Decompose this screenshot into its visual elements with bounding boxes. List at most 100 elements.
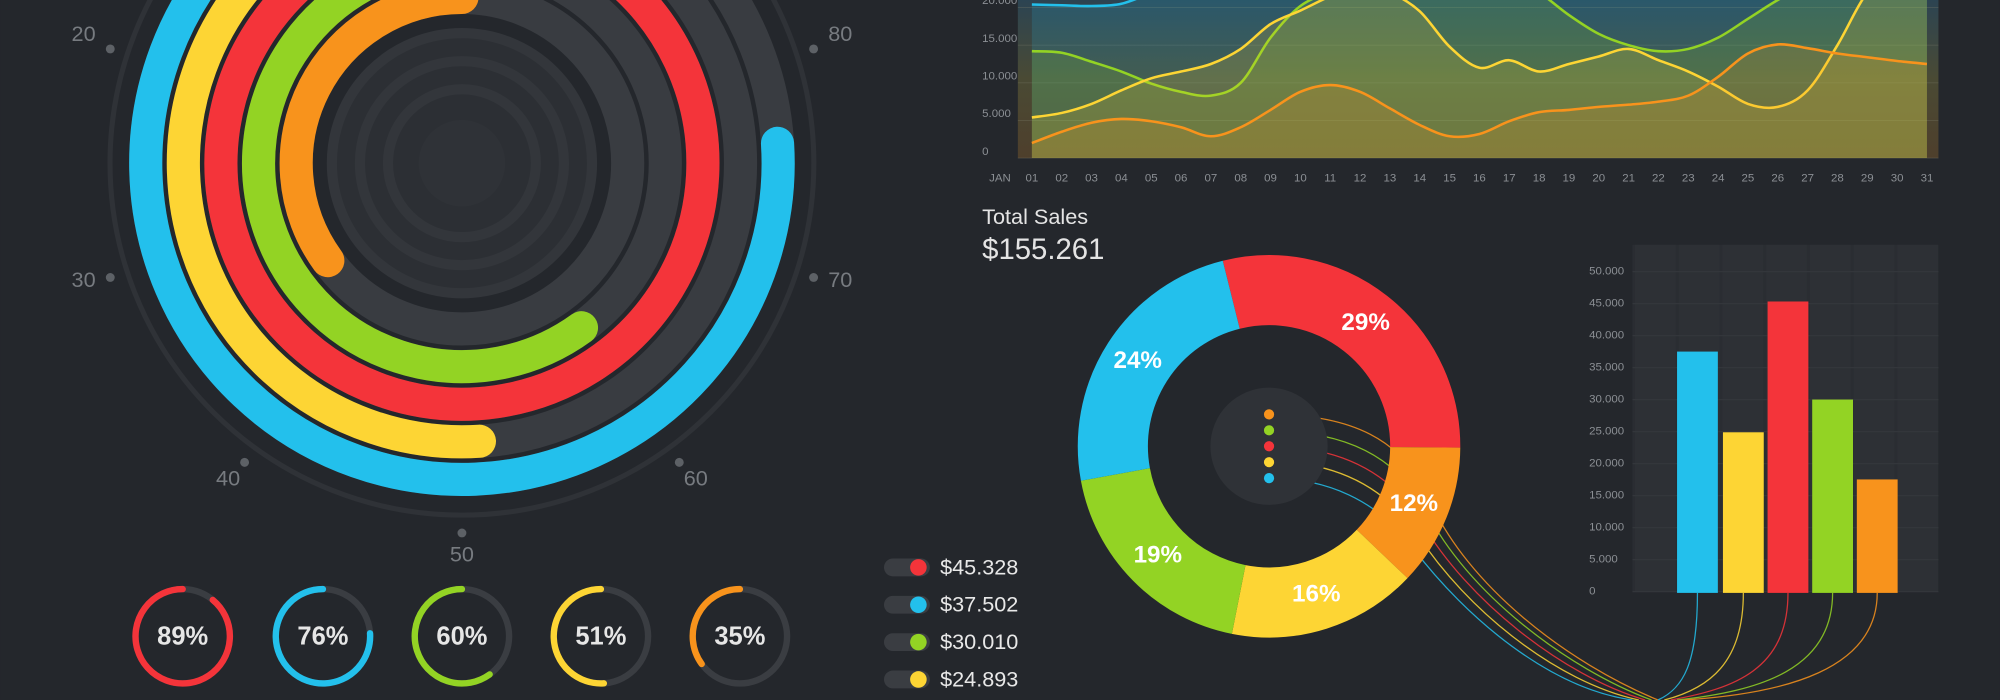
x-tick-label: 14 bbox=[1413, 173, 1426, 185]
ring-arc bbox=[279, 0, 479, 278]
ring-arc bbox=[241, 0, 599, 384]
hub-dot bbox=[1263, 441, 1275, 452]
panel-column bbox=[1634, 244, 1676, 592]
x-tick-label: 24 bbox=[1712, 173, 1725, 185]
x-tick-label: 01 bbox=[1025, 173, 1038, 185]
y-tick-label: 25.000 bbox=[1589, 426, 1624, 438]
line bbox=[1031, 0, 1781, 98]
plot-background bbox=[1017, 0, 1939, 159]
line bbox=[1031, 0, 1864, 119]
gauge-label: 35% bbox=[714, 622, 765, 650]
legend-label: $45.328 bbox=[940, 554, 1018, 579]
donut-label: 24% bbox=[1114, 347, 1162, 374]
gauge-label: 76% bbox=[297, 622, 348, 650]
x-tick-label: 26 bbox=[1771, 173, 1784, 185]
x-tick-label: 16 bbox=[1473, 173, 1486, 185]
dial-tick bbox=[240, 457, 250, 467]
y-tick-label: 40.000 bbox=[1589, 330, 1624, 342]
dial-label: 50 bbox=[450, 542, 474, 567]
gauge-label: 51% bbox=[575, 622, 626, 650]
ring-arc bbox=[129, 0, 795, 496]
x-tick-label: 11 bbox=[1324, 173, 1336, 185]
dial-tick bbox=[809, 273, 819, 282]
x-tick-label: 10 bbox=[1294, 173, 1307, 185]
x-tick-label: 31 bbox=[1921, 173, 1934, 185]
donut-segment bbox=[1356, 446, 1461, 579]
legend-dot bbox=[910, 671, 927, 688]
x-tick-label: 19 bbox=[1563, 173, 1576, 185]
dial-tick bbox=[457, 528, 467, 538]
bar bbox=[1812, 399, 1854, 593]
legend-label: $37.502 bbox=[940, 592, 1018, 617]
legend-dot bbox=[910, 559, 927, 576]
bar bbox=[1722, 432, 1764, 593]
line bbox=[1031, 42, 1928, 145]
donut-label: 16% bbox=[1292, 581, 1340, 608]
dial-tick bbox=[105, 44, 115, 54]
x-tick-label: 15 bbox=[1443, 173, 1456, 185]
y-tick-label: 0 bbox=[982, 146, 988, 158]
panel-column bbox=[1897, 244, 1939, 592]
bar bbox=[1856, 479, 1898, 593]
donut-segment bbox=[1080, 467, 1247, 634]
legend-label: $30.010 bbox=[940, 629, 1018, 654]
dial-label: 80 bbox=[828, 21, 852, 46]
plot-series bbox=[1031, 0, 1928, 159]
x-tick-label: 08 bbox=[1234, 173, 1247, 185]
x-tick-label: 21 bbox=[1622, 173, 1635, 185]
x-tick-label: 05 bbox=[1145, 173, 1158, 185]
gauge-arc bbox=[411, 585, 493, 687]
y-tick-label: 35.000 bbox=[1589, 362, 1624, 374]
gauge-label: 60% bbox=[436, 622, 487, 650]
x-tick-label: 29 bbox=[1861, 173, 1874, 185]
hub-dot bbox=[1263, 473, 1275, 484]
hub-dot bbox=[1263, 425, 1275, 436]
legend-label: $24.893 bbox=[940, 666, 1018, 691]
dial-tick bbox=[809, 44, 819, 54]
hub-dot bbox=[1263, 457, 1275, 468]
x-tick-label: 18 bbox=[1533, 173, 1546, 185]
donut-segment bbox=[1231, 529, 1408, 638]
x-tick-label: 28 bbox=[1831, 173, 1844, 185]
gauge-arc bbox=[689, 585, 744, 668]
y-tick-label: 15.000 bbox=[982, 33, 1017, 45]
y-tick-label: 10.000 bbox=[1589, 522, 1624, 534]
y-tick-label: 50.000 bbox=[1589, 266, 1624, 278]
x-tick-label: 12 bbox=[1354, 173, 1367, 185]
y-tick-label: 10.000 bbox=[982, 70, 1017, 82]
gauge-arc bbox=[132, 585, 234, 687]
x-tick-label: 23 bbox=[1682, 173, 1695, 185]
x-tick-label: 04 bbox=[1115, 173, 1128, 185]
donut-label: 29% bbox=[1341, 309, 1389, 336]
bar bbox=[1677, 351, 1718, 593]
dial-tick bbox=[105, 273, 115, 282]
donut-segment bbox=[1222, 255, 1461, 448]
y-tick-label: 15.000 bbox=[1589, 490, 1624, 502]
y-tick-label: 5.000 bbox=[1589, 554, 1618, 566]
y-tick-label: 5.000 bbox=[982, 108, 1011, 120]
gauge-arc bbox=[272, 585, 374, 687]
dial-label: 30 bbox=[72, 267, 96, 292]
dial-label: 70 bbox=[828, 267, 852, 292]
dial-label: 60 bbox=[684, 466, 708, 491]
dial-label: 40 bbox=[216, 466, 240, 491]
gauge-arc bbox=[550, 585, 608, 687]
x-tick-label: 17 bbox=[1503, 173, 1516, 185]
x-tick-label: 13 bbox=[1384, 173, 1397, 185]
x-tick-label: 02 bbox=[1055, 173, 1068, 185]
donut-title: Total Sales bbox=[982, 204, 1088, 229]
donut-label: 12% bbox=[1390, 490, 1438, 517]
x-axis-label: JAN bbox=[989, 173, 1011, 185]
y-tick-label: 0 bbox=[1589, 586, 1595, 598]
x-tick-label: 30 bbox=[1891, 173, 1904, 185]
area bbox=[1031, 44, 1927, 159]
x-tick-label: 22 bbox=[1652, 173, 1665, 185]
donut-subtitle: $155.261 bbox=[982, 233, 1104, 266]
x-tick-label: 07 bbox=[1205, 173, 1218, 185]
gauge-label: 89% bbox=[157, 622, 208, 650]
hub-dot bbox=[1263, 409, 1275, 420]
y-tick-label: 20.000 bbox=[982, 0, 1017, 7]
ring-arc bbox=[204, 0, 720, 421]
x-tick-label: 06 bbox=[1175, 173, 1188, 185]
